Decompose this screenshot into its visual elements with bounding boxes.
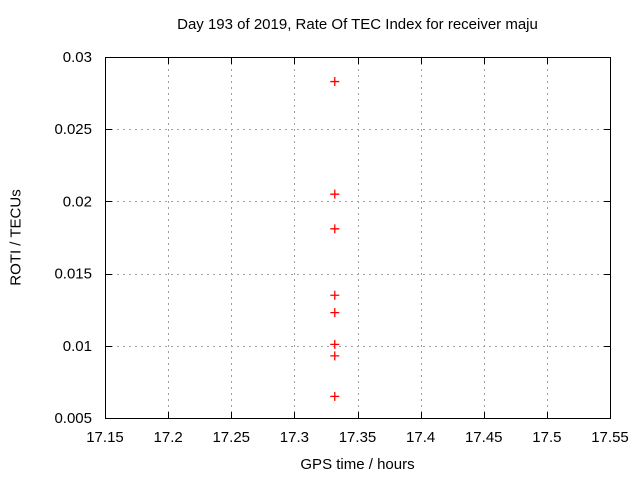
plot-border — [105, 57, 611, 419]
x-tick-label: 17.5 — [532, 429, 561, 446]
data-point-marker — [330, 308, 340, 318]
data-point-marker — [330, 391, 340, 401]
data-point-marker — [330, 224, 340, 234]
x-tick-label: 17.2 — [154, 429, 183, 446]
y-tick-label: 0.03 — [63, 49, 92, 66]
x-tick-label: 17.35 — [339, 429, 377, 446]
x-axis-title: GPS time / hours — [300, 456, 415, 473]
data-point-marker — [330, 339, 340, 349]
y-tick-label: 0.005 — [54, 410, 92, 427]
data-points — [330, 77, 340, 401]
axes — [105, 57, 611, 419]
x-tick-label: 17.25 — [212, 429, 250, 446]
grid-lines — [105, 57, 610, 418]
data-point-marker — [330, 351, 340, 361]
x-tick-label: 17.55 — [591, 429, 629, 446]
x-tick-label: 17.45 — [465, 429, 503, 446]
y-tick-label: 0.02 — [63, 193, 92, 210]
x-tick-label: 17.15 — [86, 429, 124, 446]
y-tick-label: 0.025 — [54, 121, 92, 138]
y-tick-label: 0.015 — [54, 266, 92, 283]
data-point-marker — [330, 189, 340, 199]
y-tick-label: 0.01 — [63, 338, 92, 355]
data-point-marker — [330, 77, 340, 87]
data-point-marker — [330, 290, 340, 300]
chart-title: Day 193 of 2019, Rate Of TEC Index for r… — [177, 16, 538, 33]
x-tick-label: 17.4 — [406, 429, 435, 446]
x-tick-label: 17.3 — [280, 429, 309, 446]
tick-labels: 17.15 17.2 17.25 17.3 17.35 17.4 17.45 17.5 17.5… — [54, 49, 628, 446]
